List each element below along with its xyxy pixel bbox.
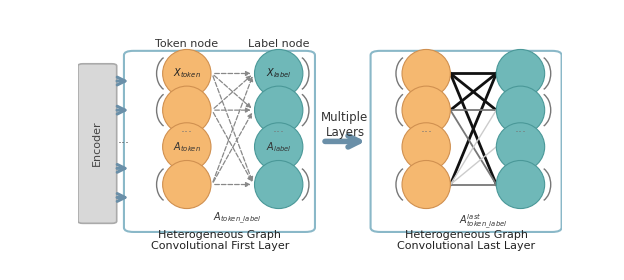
Text: $A_{label}$: $A_{label}$ — [266, 141, 291, 155]
Ellipse shape — [496, 50, 545, 97]
Ellipse shape — [255, 86, 303, 134]
Ellipse shape — [496, 123, 545, 171]
Ellipse shape — [163, 50, 211, 97]
Ellipse shape — [496, 160, 545, 209]
Text: ...: ... — [181, 122, 193, 135]
Text: Multiple
Layers: Multiple Layers — [321, 111, 369, 139]
FancyBboxPatch shape — [371, 51, 562, 232]
Text: $A_{token}$: $A_{token}$ — [173, 141, 201, 155]
Ellipse shape — [163, 123, 211, 171]
Ellipse shape — [402, 160, 451, 209]
Ellipse shape — [163, 160, 211, 209]
Ellipse shape — [402, 50, 451, 97]
Text: ...: ... — [420, 122, 432, 135]
Ellipse shape — [402, 86, 451, 134]
Text: Heterogeneous Graph
Convolutional First Layer: Heterogeneous Graph Convolutional First … — [150, 230, 289, 251]
Text: ...: ... — [118, 133, 130, 146]
Text: $X_{label}$: $X_{label}$ — [266, 67, 291, 80]
Text: Encoder: Encoder — [92, 121, 102, 166]
Ellipse shape — [255, 50, 303, 97]
Text: Token node: Token node — [155, 39, 218, 49]
Ellipse shape — [255, 160, 303, 209]
Ellipse shape — [255, 123, 303, 171]
Text: ...: ... — [515, 122, 527, 135]
Text: Heterogeneous Graph
Convolutional Last Layer: Heterogeneous Graph Convolutional Last L… — [397, 230, 535, 251]
Text: $A^{last}_{token\_label}$: $A^{last}_{token\_label}$ — [459, 213, 507, 231]
Text: Label node: Label node — [248, 39, 310, 49]
Ellipse shape — [496, 86, 545, 134]
Text: ...: ... — [273, 122, 285, 135]
Text: $A_{token\_label}$: $A_{token\_label}$ — [213, 211, 262, 226]
Ellipse shape — [163, 86, 211, 134]
FancyBboxPatch shape — [78, 64, 117, 223]
Ellipse shape — [402, 123, 451, 171]
FancyBboxPatch shape — [124, 51, 315, 232]
Text: $X_{token}$: $X_{token}$ — [173, 67, 201, 80]
